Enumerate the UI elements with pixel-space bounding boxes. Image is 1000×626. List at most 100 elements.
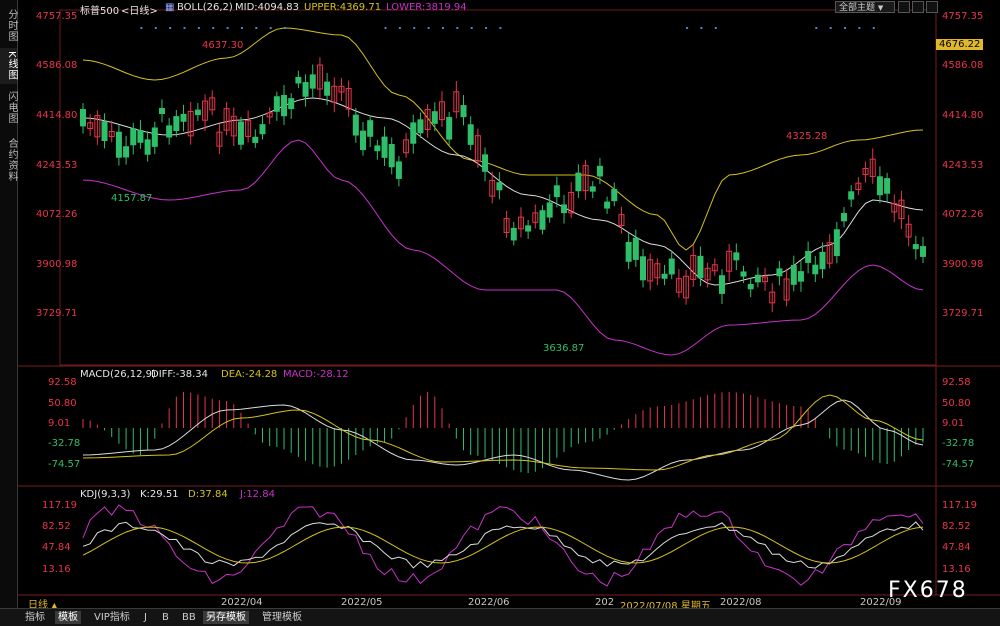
x-tick-date: 2022/09: [860, 597, 902, 608]
theme-select[interactable]: 全部主题 ▼: [835, 1, 895, 13]
candle-body: [438, 101, 445, 121]
period-indicator[interactable]: 日线 ▲: [28, 596, 57, 611]
candle-body: [187, 110, 194, 137]
macd-label[interactable]: MACD(26,12,9): [80, 369, 156, 380]
candle-body: [360, 130, 366, 151]
tab-save-template[interactable]: 另存模板: [203, 611, 249, 624]
candle-body: [532, 212, 539, 223]
candle-body: [690, 254, 697, 280]
tab-template[interactable]: 模板: [55, 611, 81, 624]
candle-body: [898, 199, 905, 220]
candle-body: [862, 167, 869, 176]
candle-body: [302, 82, 309, 97]
candle-body: [647, 259, 654, 282]
signal-dot: [441, 27, 444, 29]
candle-body: [568, 191, 575, 214]
tab-contract-info[interactable]: 合约资料: [6, 138, 17, 182]
layout-icon[interactable]: [912, 1, 924, 13]
candle-body: [381, 136, 388, 158]
tab-b[interactable]: B: [162, 612, 169, 623]
candle-body: [173, 116, 180, 132]
indicator-settings-icon[interactable]: ▦: [165, 2, 175, 13]
signal-dot: [269, 27, 272, 29]
candle-body: [352, 114, 359, 136]
candle-body: [769, 291, 776, 304]
candle-body: [245, 120, 252, 137]
candle-body: [855, 182, 862, 191]
kdj-tick-left: 13.16: [42, 564, 71, 575]
signal-dot: [197, 27, 200, 29]
chart-area[interactable]: 标普500 <日线> ▦ BOLL(26,2) MID:4094.83 UPPE…: [18, 0, 1000, 612]
candle-body: [740, 271, 747, 277]
y-tick-left: 4757.35: [36, 11, 78, 22]
macd-tick-right: 9.01: [942, 418, 965, 429]
macd-tick-left: -32.78: [48, 438, 81, 449]
instrument-name: 标普500: [80, 6, 120, 17]
signal-dot: [700, 27, 703, 29]
candle-body: [295, 76, 302, 84]
candle-body: [733, 252, 740, 261]
kdj-j: J:12.84: [240, 489, 275, 500]
triangle-up-icon: ▲: [51, 601, 58, 610]
tab-intraday[interactable]: 分时图: [6, 8, 17, 42]
y-tick-left: 4243.53: [36, 160, 78, 171]
candle-body: [841, 213, 848, 222]
candle-body: [417, 119, 424, 134]
tab-lightning[interactable]: 闪电图: [6, 90, 17, 124]
candle-body: [223, 108, 230, 131]
candle-body: [166, 125, 173, 138]
y-tick-right: 4414.80: [942, 110, 984, 121]
tab-bb[interactable]: BB: [182, 612, 196, 623]
x-tick-date: 202: [595, 597, 615, 608]
chart-canvas[interactable]: [18, 0, 1000, 608]
candle-body: [453, 91, 460, 113]
close-icon[interactable]: [926, 1, 938, 13]
candle-body: [345, 88, 352, 110]
macd-tick-right: 92.58: [942, 377, 971, 388]
candle-body: [632, 237, 639, 260]
boll-label[interactable]: BOLL(26,2): [177, 2, 233, 13]
signal-dot: [872, 27, 875, 29]
x-tick-date: 2022/05: [341, 597, 383, 608]
cursor-price-label: 4676.22: [936, 39, 984, 50]
candle-body: [546, 202, 553, 218]
kdj-j-line: [82, 504, 924, 587]
tab-kline[interactable]: K线图: [0, 48, 17, 84]
boll-lower: LOWER:3819.94: [386, 2, 467, 13]
candle-body: [158, 107, 165, 115]
y-tick-left: 3729.71: [36, 308, 78, 319]
boll-upper: UPPER:4369.71: [304, 2, 382, 13]
candle-body: [252, 136, 259, 143]
candle-body: [891, 203, 898, 213]
bottom-toolbar: 指标 模板 VIP指标 J B BB 另存模板 管理模板: [0, 608, 1000, 626]
tab-manage-template[interactable]: 管理模板: [262, 612, 302, 623]
period-indicator-label: 日线: [28, 600, 48, 611]
candle-body: [115, 131, 122, 158]
candle-body: [668, 258, 675, 275]
kdj-label[interactable]: KDJ(9,3,3): [80, 489, 131, 500]
candle-body: [123, 146, 130, 158]
signal-dot: [183, 27, 186, 29]
candle-body: [905, 223, 912, 238]
tab-indicator[interactable]: 指标: [25, 612, 45, 623]
candle-body: [388, 144, 395, 168]
candle-body: [711, 264, 718, 272]
candle-body: [194, 109, 201, 116]
candle-body: [503, 218, 510, 233]
macd-dea: DEA:-24.28: [221, 369, 278, 380]
signal-dot: [212, 27, 215, 29]
candle-body: [202, 100, 209, 121]
period-label[interactable]: <日线>: [121, 6, 158, 17]
minimize-icon[interactable]: [898, 1, 910, 13]
tab-j[interactable]: J: [144, 612, 147, 623]
candle-body: [467, 124, 474, 145]
candle-body: [747, 283, 754, 290]
candle-body: [395, 161, 402, 179]
tab-vip-indicator[interactable]: VIP指标: [94, 612, 130, 623]
signal-dot: [427, 27, 430, 29]
candle-body: [403, 139, 410, 154]
candle-body: [209, 97, 216, 111]
candle-body: [216, 131, 223, 147]
macd-tick-left: 92.58: [48, 377, 77, 388]
candle-body: [640, 256, 646, 281]
